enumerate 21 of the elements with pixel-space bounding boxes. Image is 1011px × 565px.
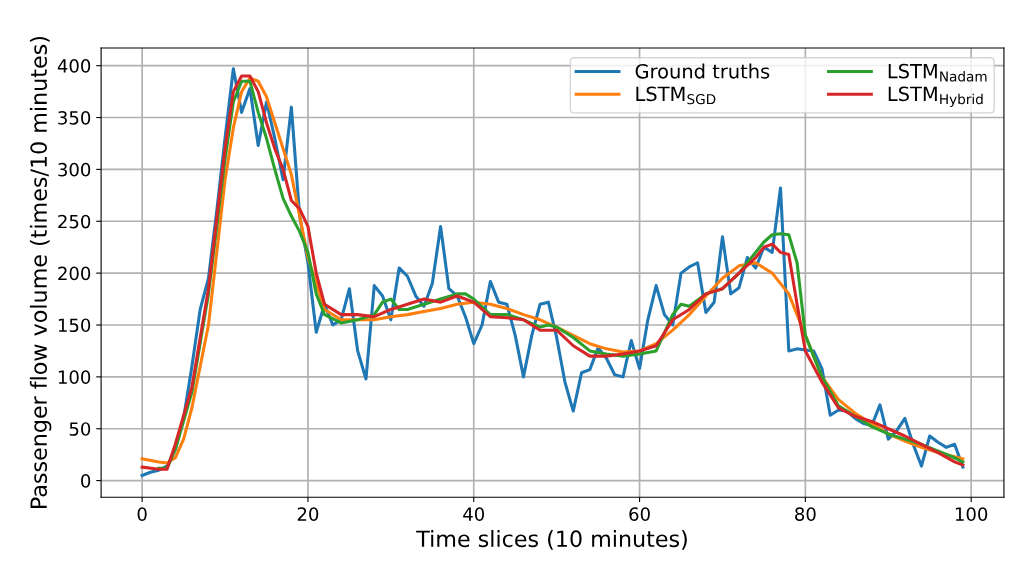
y-tick-label: 400 xyxy=(57,59,91,73)
y-axis-title: Passenger flow volume (times/10 minutes) xyxy=(29,37,52,508)
y-tick-label: 300 xyxy=(58,162,91,177)
y-tick-label: 350 xyxy=(58,110,91,125)
y-tick-label: 0 xyxy=(81,474,91,488)
y-tick-label: 200 xyxy=(58,266,91,281)
legend-label: LSTM$_{Hybrid}$ xyxy=(888,86,983,107)
x-tick-label: 100 xyxy=(955,507,988,521)
y-tick-label: 150 xyxy=(58,318,91,333)
x-tick-label: 80 xyxy=(795,507,816,521)
y-tick-label: 50 xyxy=(69,422,91,436)
y-tick-label: 250 xyxy=(58,214,91,229)
legend-label: LSTM$_{SGD}$ xyxy=(636,86,716,105)
x-tick-label: 0 xyxy=(137,507,147,521)
legend-label: LSTM$_{Nadam}$ xyxy=(888,63,987,82)
x-tick-label: 40 xyxy=(463,507,485,521)
x-axis-title: Time slices (10 minutes) xyxy=(416,529,687,550)
x-tick-label: 60 xyxy=(629,507,650,521)
y-tick-label: 100 xyxy=(58,370,91,384)
legend-label: Ground truths xyxy=(635,63,770,79)
x-tick-label: 20 xyxy=(297,507,319,521)
